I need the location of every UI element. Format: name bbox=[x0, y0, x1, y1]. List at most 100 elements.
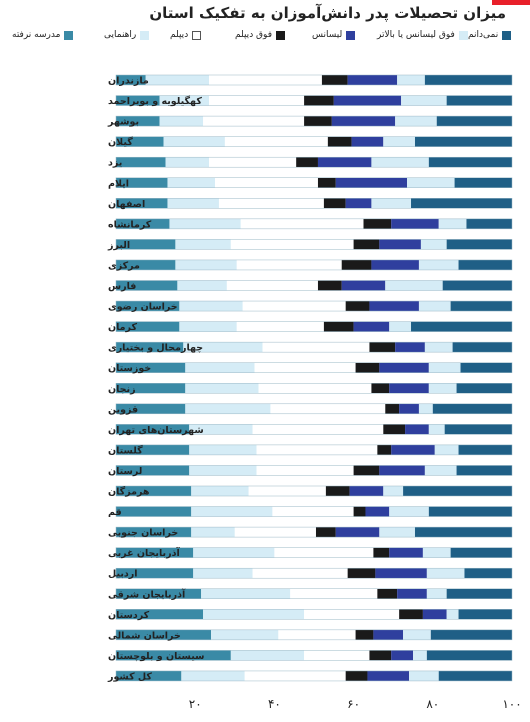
province-label: آذربایجان شرقی bbox=[108, 587, 186, 600]
bar-segment bbox=[391, 650, 413, 661]
bar-segment bbox=[242, 301, 346, 312]
legend-item-2: لیسانس bbox=[312, 30, 356, 40]
province-label: هرمزگان bbox=[108, 486, 150, 498]
bar-segment bbox=[456, 383, 512, 394]
bar-segment bbox=[434, 444, 459, 455]
legend-swatch-2 bbox=[346, 30, 356, 40]
bar-segment bbox=[335, 177, 408, 188]
bar-segment bbox=[422, 547, 451, 558]
bar-outline bbox=[115, 567, 513, 579]
bar-segment bbox=[367, 670, 410, 681]
bar-segment bbox=[365, 506, 390, 517]
bar-outline bbox=[115, 218, 513, 230]
legend-label-2: لیسانس bbox=[312, 30, 343, 40]
bar-segment bbox=[116, 95, 160, 106]
bar-outline bbox=[115, 547, 513, 558]
bar-segment bbox=[369, 301, 419, 312]
bar-segment bbox=[466, 218, 512, 229]
bar-outline bbox=[115, 95, 513, 106]
legend-label-5: راهنمایی bbox=[104, 30, 137, 40]
bar-segment bbox=[169, 218, 241, 229]
bar-segment bbox=[446, 609, 459, 620]
bar-segment bbox=[385, 403, 400, 414]
bar-segment bbox=[373, 629, 404, 640]
bar-outline bbox=[115, 424, 513, 435]
bar-segment bbox=[116, 547, 194, 558]
legend-item-5: راهنمایی bbox=[104, 30, 150, 40]
bar-segment bbox=[389, 547, 423, 558]
bar-segment bbox=[258, 383, 372, 394]
bar-segment bbox=[321, 75, 348, 85]
bar-segment bbox=[116, 609, 204, 620]
province-label: گیلان bbox=[108, 136, 133, 148]
province-label: کردستان bbox=[108, 610, 150, 621]
bar-segment bbox=[403, 486, 512, 496]
bar-segment bbox=[345, 198, 372, 209]
legend-label-3: فوق دیپلم bbox=[235, 30, 272, 40]
bar-segment bbox=[379, 362, 429, 373]
bar-row-6 bbox=[115, 198, 513, 209]
bar-segment bbox=[379, 465, 425, 476]
bar-segment bbox=[116, 75, 146, 85]
legend-item-1: فوق لیسانس یا بالاتر bbox=[377, 30, 468, 40]
bar-row-23 bbox=[115, 547, 513, 558]
bar-segment bbox=[460, 362, 512, 373]
bar-segment bbox=[179, 321, 237, 332]
bar-segment bbox=[185, 362, 255, 373]
bar-segment bbox=[371, 157, 429, 168]
bar-row-21 bbox=[115, 506, 513, 517]
bar-segment bbox=[325, 486, 350, 496]
bar-segment bbox=[414, 136, 512, 147]
bar-segment bbox=[424, 465, 457, 476]
bar-segment bbox=[424, 75, 512, 85]
province-label: گلستان bbox=[108, 444, 143, 456]
bar-outline bbox=[115, 136, 513, 147]
province-label: ایلام bbox=[108, 178, 129, 189]
bar-segment bbox=[185, 403, 271, 414]
bar-segment bbox=[116, 321, 180, 332]
bar-segment bbox=[363, 218, 392, 229]
bar-segment bbox=[391, 444, 435, 455]
bar-segment bbox=[355, 362, 380, 373]
province-label: خراسان شمالی bbox=[108, 630, 181, 641]
x-tick-label: ۱۰۰ bbox=[502, 697, 521, 711]
bar-segment bbox=[304, 609, 400, 620]
bar-segment bbox=[163, 136, 225, 147]
bar-segment bbox=[167, 198, 219, 209]
bar-segment bbox=[203, 609, 305, 620]
bar-segment bbox=[177, 280, 227, 291]
bar-outline bbox=[115, 609, 513, 620]
bar-segment bbox=[175, 239, 231, 250]
legend-swatch-0 bbox=[502, 30, 512, 40]
legend-swatch-3 bbox=[276, 30, 285, 40]
bar-segment bbox=[442, 280, 512, 291]
bar-segment bbox=[351, 136, 384, 147]
province-label: قزوین bbox=[108, 404, 138, 415]
province-label: کرمانشاه bbox=[108, 219, 152, 230]
bar-segment bbox=[116, 280, 178, 291]
legend-swatch-1 bbox=[458, 30, 468, 40]
bar-segment bbox=[399, 403, 419, 414]
bar-segment bbox=[418, 259, 459, 270]
bar-segment bbox=[371, 383, 390, 394]
bar-segment bbox=[383, 136, 415, 147]
bar-segment bbox=[426, 650, 512, 661]
bar-segment bbox=[403, 629, 431, 640]
bar-outline bbox=[115, 485, 513, 497]
bar-row-15 bbox=[115, 383, 513, 394]
bar-segment bbox=[116, 465, 190, 476]
bar-segment bbox=[418, 403, 433, 414]
bar-segment bbox=[262, 342, 370, 353]
bar-segment bbox=[224, 136, 328, 147]
bar-segment bbox=[458, 259, 512, 270]
bar-segment bbox=[274, 547, 374, 558]
bar-segment bbox=[159, 95, 210, 106]
bar-row-25 bbox=[115, 588, 513, 599]
bar-segment bbox=[420, 239, 447, 250]
bar-segment bbox=[116, 486, 192, 496]
bar-segment bbox=[397, 75, 425, 85]
bar-segment bbox=[116, 157, 166, 168]
bar-segment bbox=[185, 383, 259, 394]
bar-row-18 bbox=[115, 444, 513, 456]
bar-segment bbox=[116, 362, 186, 373]
